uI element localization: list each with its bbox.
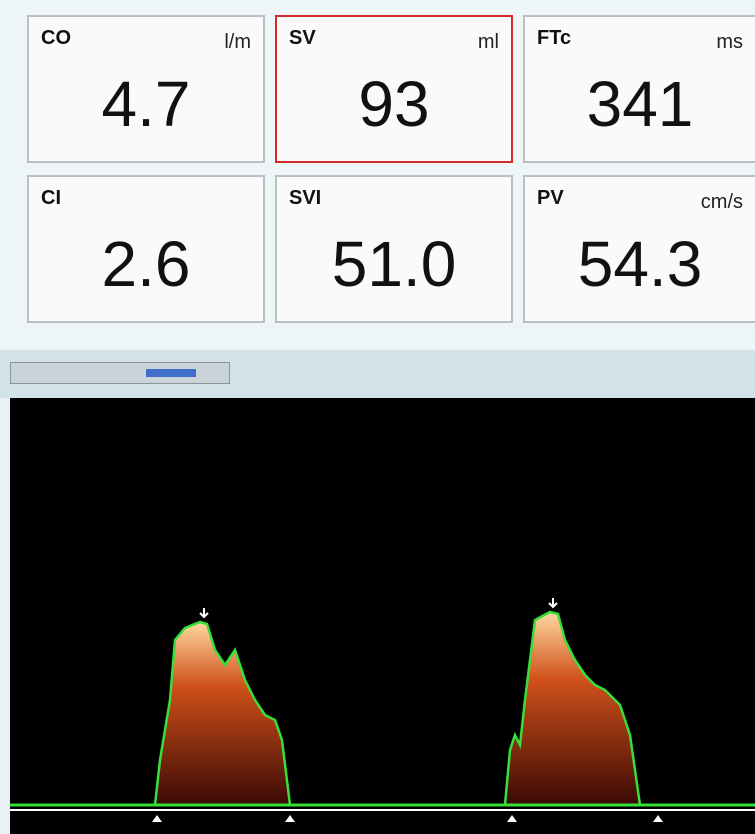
tile-unit: ml — [478, 31, 499, 54]
tile-label: FTc — [537, 27, 571, 50]
doppler-display — [0, 398, 755, 834]
tile-unit: ms — [716, 31, 743, 54]
tile[interactable]: CO l/m 4.7 — [27, 15, 265, 163]
scroll-thumb[interactable] — [146, 369, 196, 377]
tile-unit: cm/s — [701, 191, 743, 214]
tile-selected[interactable]: SV ml 93 — [275, 15, 513, 163]
display-background — [10, 398, 755, 834]
tile[interactable]: SVI 51.0 — [275, 175, 513, 323]
tile[interactable]: CI 2.6 — [27, 175, 265, 323]
scrollbar[interactable] — [10, 362, 230, 384]
page: CO l/m 4.7 SV ml 93 FTc ms 341 CI 2.6 SV… — [0, 0, 755, 834]
tile-value: 2.6 — [29, 227, 263, 301]
tile-label: PV — [537, 187, 564, 210]
tile-value: 93 — [277, 67, 511, 141]
tile-value: 4.7 — [29, 67, 263, 141]
tile-label: SV — [289, 27, 316, 50]
tile-value: 51.0 — [277, 227, 511, 301]
tile[interactable]: PV cm/s 54.3 — [523, 175, 755, 323]
tile[interactable]: FTc ms 341 — [523, 15, 755, 163]
parameter-panel: CO l/m 4.7 SV ml 93 FTc ms 341 CI 2.6 SV… — [0, 0, 755, 350]
tile-value: 341 — [525, 67, 755, 141]
tile-label: SVI — [289, 187, 321, 210]
tile-label: CI — [41, 187, 61, 210]
tile-label: CO — [41, 27, 71, 50]
tile-value: 54.3 — [525, 227, 755, 301]
tile-unit: l/m — [224, 31, 251, 54]
